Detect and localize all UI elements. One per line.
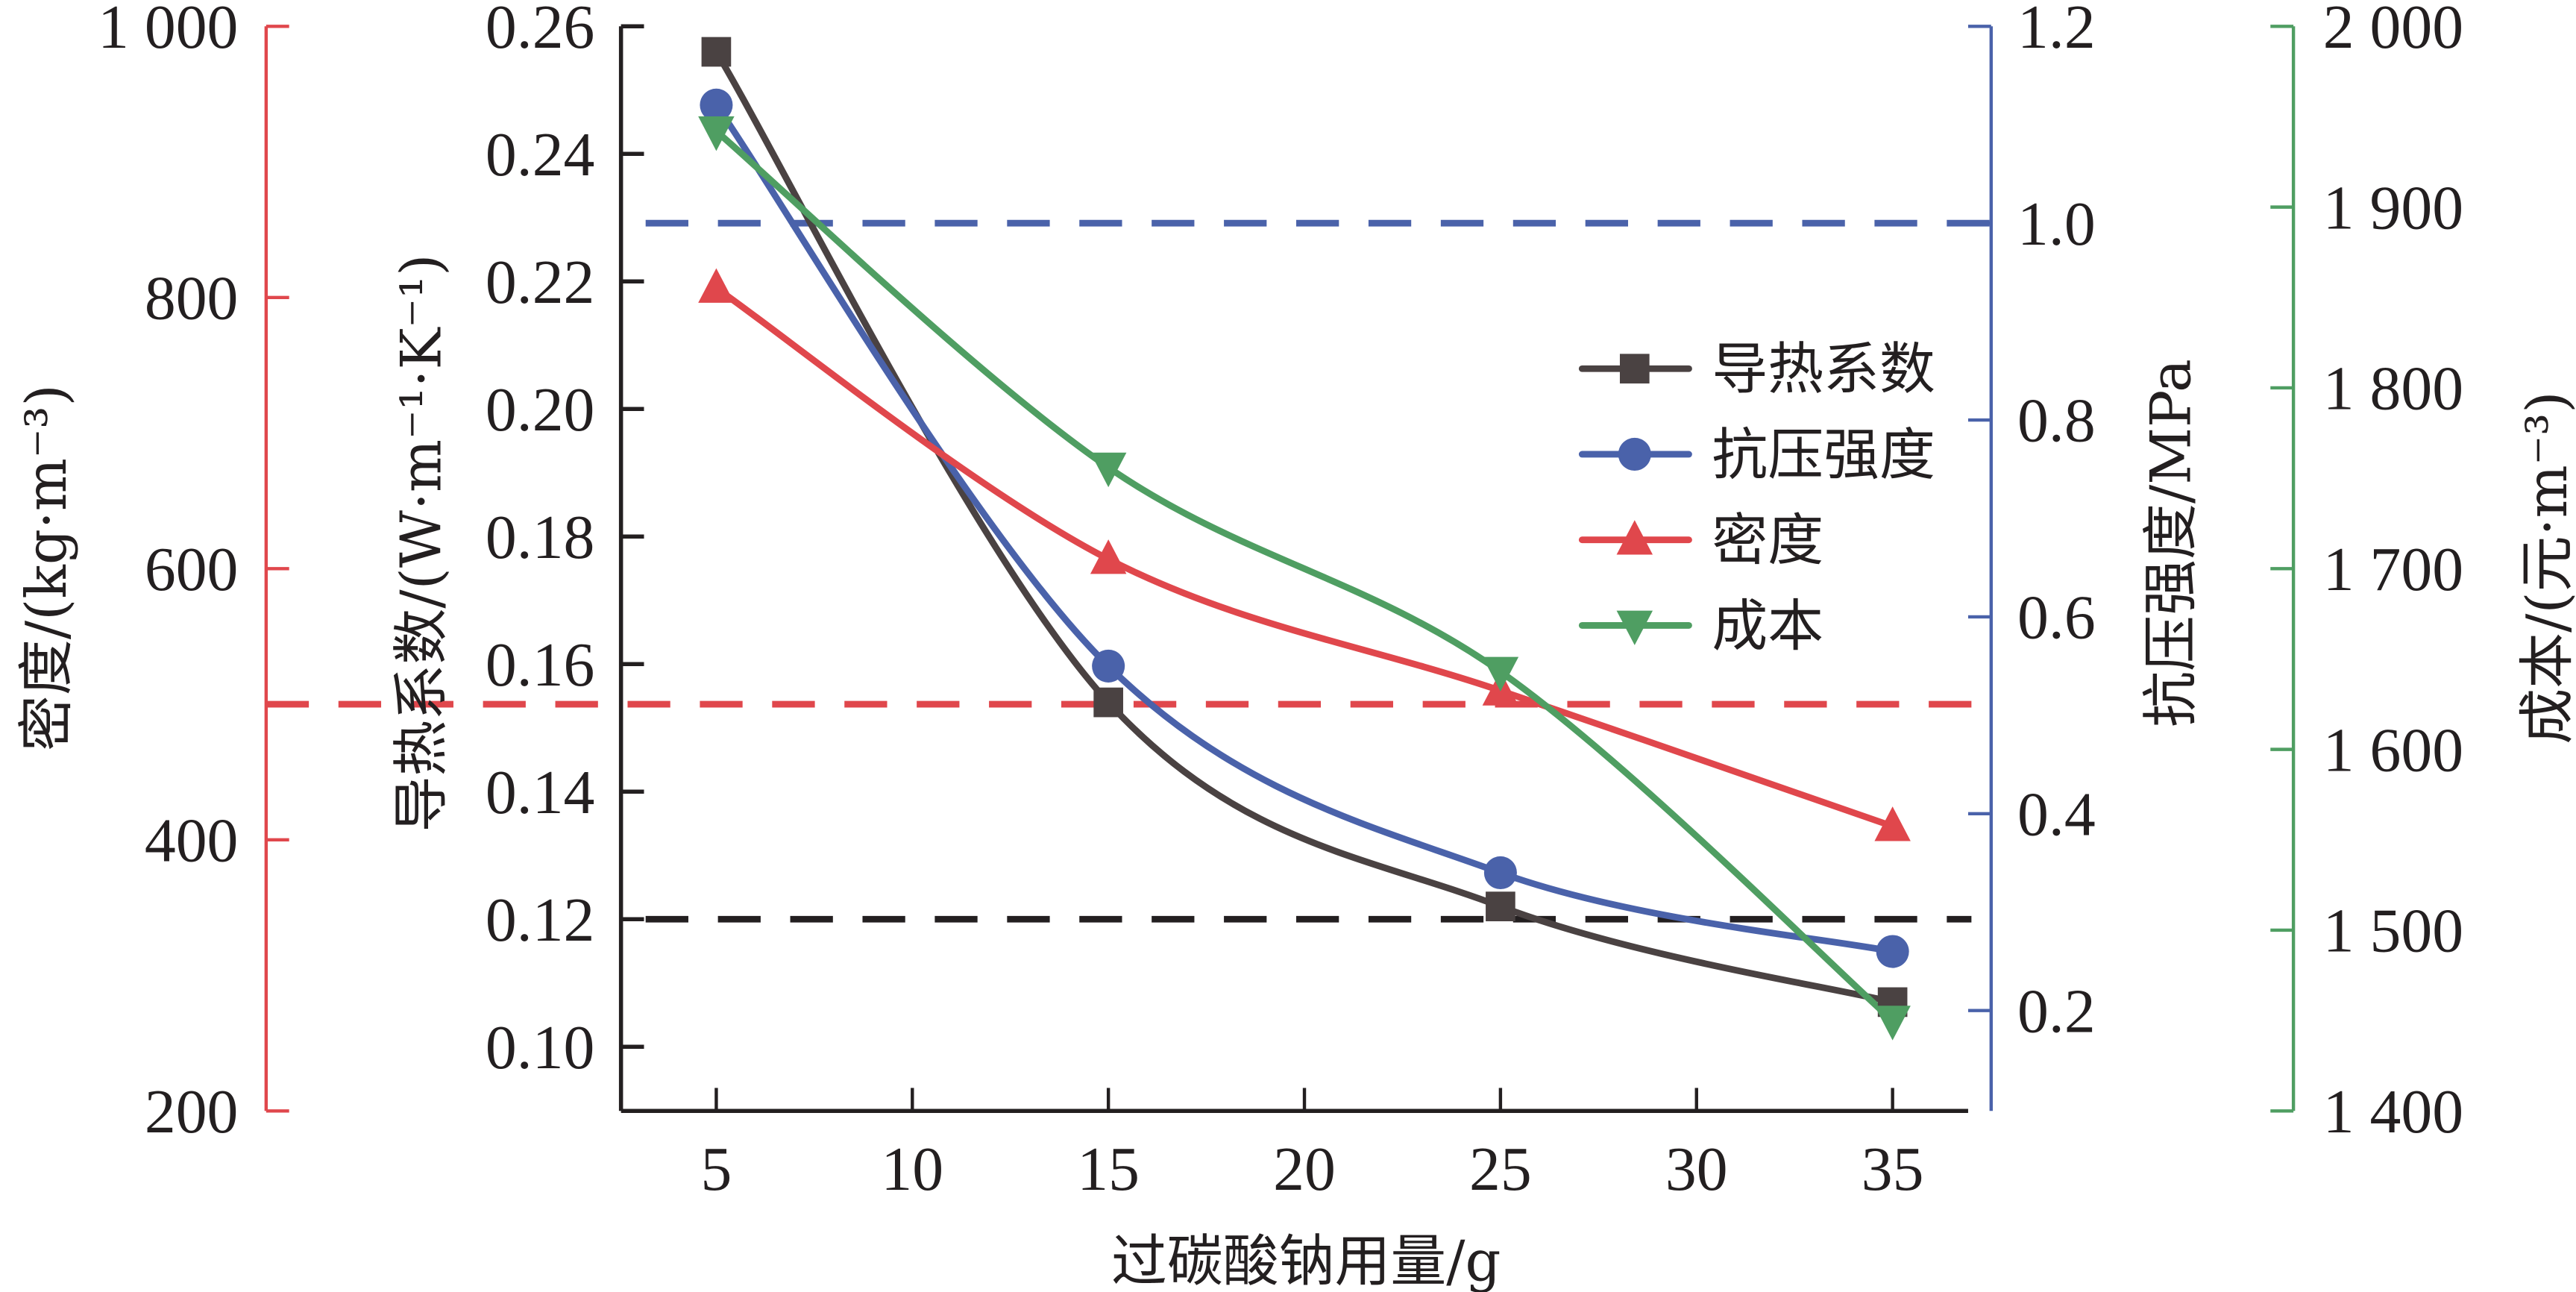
data-point-cost [1482, 656, 1519, 692]
thermal-tick-label: 0.20 [486, 375, 594, 445]
data-point-thermal [701, 37, 732, 67]
x-tick-label: 30 [1665, 1135, 1728, 1204]
data-point-density [1874, 806, 1911, 841]
data-point-strength [1483, 856, 1517, 890]
density-tick-label: 1 000 [98, 0, 238, 62]
data-point-density [1090, 539, 1127, 574]
x-tick-label: 15 [1077, 1135, 1140, 1204]
cost-tick-label: 1 600 [2323, 715, 2463, 785]
x-tick-label: 25 [1469, 1135, 1532, 1204]
series-markers [698, 37, 1911, 1041]
data-point-thermal [1093, 687, 1123, 718]
x-axis-title: 过碳酸钠用量/g [1111, 1228, 1501, 1292]
density-tick-label: 400 [145, 806, 239, 875]
strength-tick-label: 0.2 [2017, 976, 2096, 1046]
legend-item: 成本 [1578, 593, 1823, 659]
data-point-strength [1092, 649, 1125, 683]
strength-tick-label: 1.2 [2017, 0, 2096, 62]
strength-tick-label: 0.8 [2017, 386, 2096, 456]
x-axis: 5 10 15 20 25 30 35 [621, 1088, 1968, 1204]
legend-item: 抗压强度 [1578, 421, 1935, 487]
thermal-tick-label: 0.16 [486, 630, 594, 700]
cost-tick-label: 1 500 [2323, 897, 2463, 966]
series-line-cost [714, 128, 1895, 1023]
series-line-density [714, 285, 1894, 830]
series-lines [713, 50, 1895, 1023]
strength-tick-label: 1.0 [2017, 189, 2096, 259]
thermal-tick-label: 0.12 [486, 885, 594, 955]
density-tick-label: 200 [145, 1077, 239, 1147]
x-tick-label: 20 [1273, 1135, 1336, 1204]
thermal-tick-label: 0.22 [486, 248, 594, 317]
axis-titles: 过碳酸钠用量/g 密度/(kg·m⁻³) 导热系数/(W·m⁻¹·K⁻¹) 抗压… [13, 254, 2576, 1292]
density-axis: 200 400 600 800 1 000 [98, 0, 289, 1147]
reference-lines [266, 219, 1991, 923]
data-point-strength [700, 88, 733, 122]
cost-tick-label: 2 000 [2323, 0, 2463, 62]
legend-label: 成本 [1712, 593, 1823, 659]
x-tick-label: 5 [700, 1135, 732, 1204]
cost-tick-label: 1 800 [2323, 354, 2463, 424]
thermal-tick-label: 0.10 [486, 1013, 594, 1082]
cost-axis-title: 成本/(元·m⁻³) [2514, 391, 2576, 744]
series-line-thermal [713, 50, 1894, 1006]
thermal-tick-label: 0.14 [486, 758, 594, 827]
x-tick-label: 10 [881, 1135, 943, 1204]
legend-label: 抗压强度 [1712, 421, 1935, 487]
series-line-strength [713, 103, 1894, 955]
cost-tick-label: 1 700 [2323, 535, 2463, 604]
strength-tick-label: 0.4 [2017, 780, 2096, 849]
cost-tick-label: 1 900 [2323, 173, 2463, 242]
thermal-axis: 0.10 0.12 0.14 0.16 0.18 0.20 0.22 0.24 0.26 [486, 0, 644, 1111]
legend-marker-triangle-up-icon [1616, 520, 1653, 555]
legend-label: 密度 [1712, 507, 1823, 573]
thermal-tick-label: 0.24 [486, 120, 594, 189]
strength-axis: 0.2 0.4 0.6 0.8 1.0 1.2 [1967, 0, 2096, 1111]
data-point-thermal [1486, 891, 1515, 922]
thermal-axis-title: 导热系数/(W·m⁻¹·K⁻¹) [388, 254, 453, 832]
density-axis-title: 密度/(kg·m⁻³) [13, 384, 79, 751]
axes: 200 400 600 800 1 000 0.10 0.12 0.14 0.16 0.18 0.2… [98, 0, 2463, 1204]
strength-axis-title: 抗压强度/MPa [2137, 359, 2203, 727]
density-tick-label: 600 [145, 535, 239, 604]
thermal-tick-label: 0.26 [486, 0, 594, 62]
legend-marker-triangle-down-icon [1616, 610, 1653, 645]
cost-axis: 1 400 1 500 1 600 1 700 1 800 1 900 2 000 [2270, 0, 2463, 1147]
legend-marker-circle-icon [1618, 437, 1651, 471]
data-point-cost [698, 116, 735, 151]
cost-tick-label: 1 400 [2323, 1077, 2463, 1147]
density-tick-label: 800 [145, 263, 239, 333]
legend-marker-square-icon [1619, 354, 1650, 384]
data-point-density [698, 268, 735, 303]
thermal-tick-label: 0.18 [486, 503, 594, 572]
data-point-cost [1874, 1006, 1911, 1041]
legend-item: 密度 [1578, 507, 1823, 573]
strength-tick-label: 0.6 [2017, 583, 2096, 653]
data-point-cost [1090, 452, 1127, 488]
data-point-strength [1876, 935, 1909, 968]
legend-item: 导热系数 [1578, 336, 1935, 402]
x-tick-label: 35 [1862, 1135, 1924, 1204]
legend-label: 导热系数 [1712, 336, 1935, 402]
